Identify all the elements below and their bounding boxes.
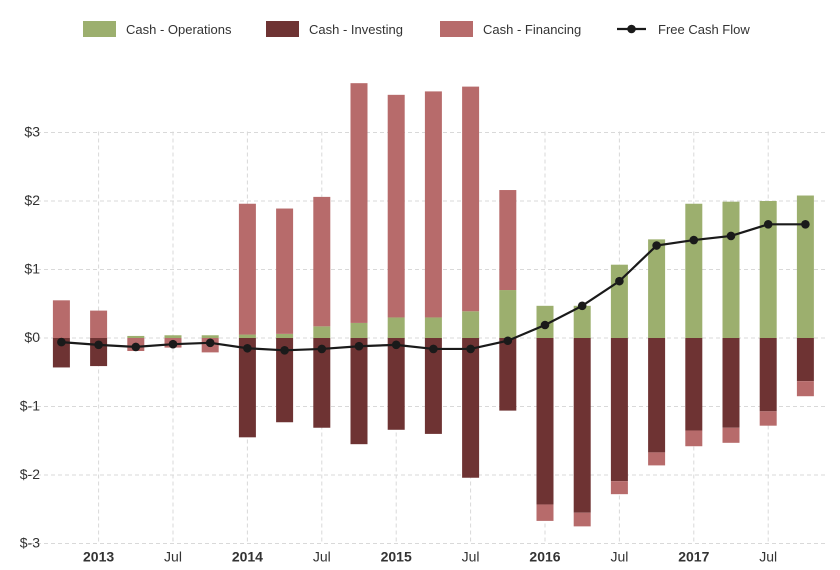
- svg-text:$2: $2: [24, 192, 40, 208]
- svg-text:2014: 2014: [232, 549, 263, 565]
- svg-text:Jul: Jul: [313, 549, 331, 565]
- svg-text:$0: $0: [24, 329, 40, 345]
- svg-text:$3: $3: [24, 124, 40, 140]
- svg-text:Jul: Jul: [610, 549, 628, 565]
- svg-text:$1: $1: [24, 261, 40, 277]
- svg-text:2013: 2013: [83, 549, 114, 565]
- svg-text:2016: 2016: [529, 549, 560, 565]
- svg-text:$-2: $-2: [20, 466, 40, 482]
- svg-text:Jul: Jul: [462, 549, 480, 565]
- svg-text:Jul: Jul: [759, 549, 777, 565]
- svg-text:$-1: $-1: [20, 398, 40, 414]
- svg-text:Jul: Jul: [164, 549, 182, 565]
- svg-text:2017: 2017: [678, 549, 709, 565]
- svg-text:$-3: $-3: [20, 535, 40, 551]
- svg-text:2015: 2015: [381, 549, 412, 565]
